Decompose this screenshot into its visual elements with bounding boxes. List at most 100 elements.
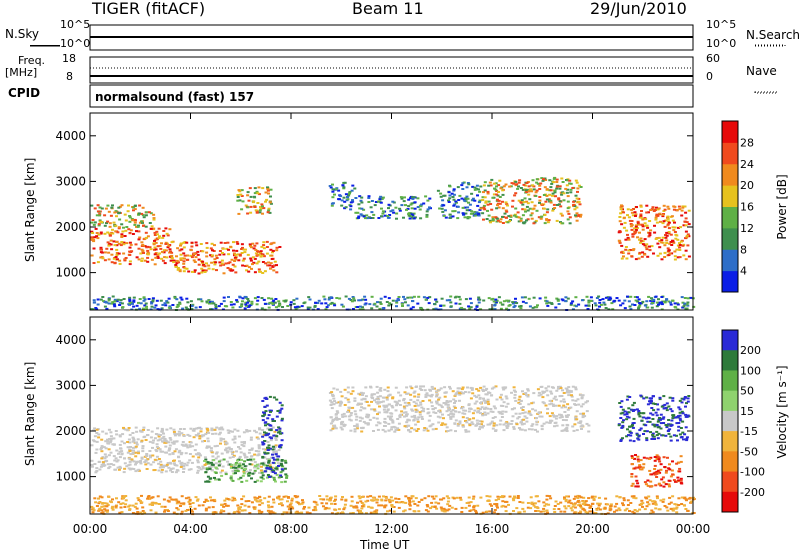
data-cell (500, 412, 504, 415)
data-cell (107, 448, 111, 451)
data-cell (428, 197, 432, 200)
data-cell (332, 403, 336, 406)
data-cell (355, 415, 359, 418)
data-cell (447, 201, 451, 203)
data-cell (342, 425, 346, 428)
data-cell (227, 253, 231, 256)
data-cell (118, 511, 122, 514)
data-cell (260, 471, 264, 474)
data-cell (101, 502, 105, 504)
data-cell (188, 498, 192, 501)
data-cell (267, 461, 271, 464)
data-cell (439, 498, 442, 501)
data-cell (188, 444, 192, 447)
data-cell (243, 504, 247, 507)
data-cell (454, 393, 458, 396)
data-cell (449, 216, 452, 219)
data-cell (155, 230, 159, 233)
data-cell (586, 400, 589, 403)
data-cell (105, 307, 109, 310)
data-cell (680, 503, 684, 505)
data-cell (627, 216, 631, 219)
data-cell (260, 465, 263, 468)
data-cell (99, 465, 103, 468)
data-cell (523, 197, 527, 200)
data-cell (376, 200, 380, 203)
data-cell (118, 443, 122, 446)
data-cell (251, 242, 255, 245)
data-cell (567, 391, 571, 394)
data-cell (581, 394, 585, 397)
data-cell (517, 185, 520, 188)
data-cell (282, 495, 286, 498)
data-cell (161, 250, 164, 253)
data-cell (404, 501, 408, 504)
data-cell (122, 495, 126, 498)
data-cell (630, 495, 634, 498)
data-cell (203, 464, 207, 466)
data-cell (128, 232, 132, 235)
data-cell (160, 430, 164, 433)
data-cell (200, 435, 204, 438)
data-cell (645, 243, 649, 246)
data-cell (477, 188, 480, 191)
data-cell (348, 192, 351, 195)
data-cell (371, 496, 375, 499)
data-cell (574, 388, 578, 391)
data-cell (601, 298, 605, 301)
data-cell (659, 427, 663, 430)
data-cell (496, 495, 500, 498)
data-cell (141, 249, 145, 252)
data-cell (375, 417, 379, 420)
data-cell (124, 503, 128, 506)
data-cell (641, 225, 645, 228)
data-cell (491, 417, 495, 419)
data-cell (341, 415, 345, 418)
data-cell (319, 498, 323, 501)
data-cell (632, 208, 635, 210)
data-cell (652, 472, 656, 475)
data-cell (460, 506, 464, 509)
data-cell (667, 249, 671, 252)
data-cell (302, 507, 306, 510)
data-cell (266, 427, 270, 430)
data-cell (105, 502, 109, 505)
data-cell (566, 297, 570, 300)
data-cell (118, 262, 122, 265)
data-cell (117, 468, 121, 471)
data-cell (280, 419, 284, 422)
data-cell (386, 409, 390, 411)
data-cell (635, 479, 639, 482)
data-cell (90, 459, 94, 462)
data-cell (532, 185, 536, 188)
data-cell (476, 411, 480, 414)
data-cell (669, 507, 673, 510)
data-cell (428, 414, 432, 417)
data-cell (567, 386, 571, 389)
data-cell (364, 512, 368, 515)
data-cell (399, 196, 403, 199)
data-cell (238, 455, 242, 458)
data-cell (645, 396, 649, 399)
data-cell (677, 429, 681, 432)
data-cell (99, 298, 103, 301)
data-cell (504, 216, 508, 219)
data-cell (260, 254, 264, 257)
data-cell (255, 262, 259, 265)
data-cell (510, 420, 514, 422)
data-cell (434, 307, 438, 310)
data-cell (615, 509, 619, 512)
data-cell (675, 416, 679, 419)
data-cell (190, 241, 194, 244)
data-cell (206, 480, 210, 483)
data-cell (426, 505, 430, 508)
data-cell (363, 407, 367, 410)
data-cell (191, 455, 195, 458)
data-cell (604, 296, 608, 299)
data-cell (208, 477, 212, 480)
data-cell (447, 199, 450, 202)
data-cell (386, 386, 390, 389)
data-cell (634, 258, 638, 261)
data-cell (653, 459, 657, 462)
data-cell (243, 251, 247, 254)
